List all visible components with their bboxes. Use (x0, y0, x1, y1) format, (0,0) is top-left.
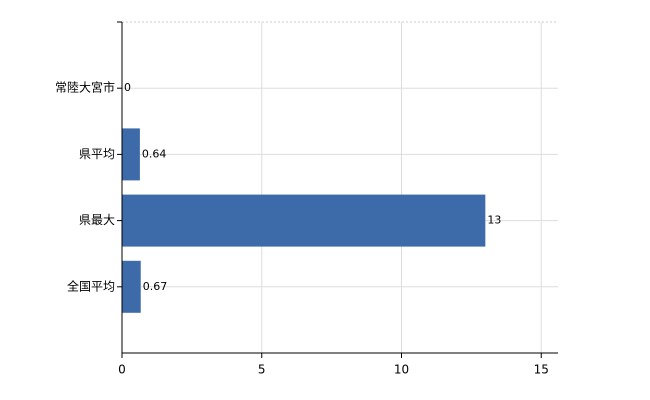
x-tick-label: 15 (534, 363, 549, 377)
bar (122, 260, 141, 313)
y-tick-label: 県最大 (79, 213, 115, 227)
bar (122, 194, 486, 247)
x-tick-label: 5 (258, 363, 266, 377)
bar (122, 128, 140, 181)
value-label: 0.64 (142, 147, 167, 160)
x-tick-label: 0 (118, 363, 126, 377)
x-tick-label: 10 (394, 363, 409, 377)
value-label: 0 (124, 81, 131, 94)
value-label: 13 (487, 214, 501, 227)
y-tick-label: 県平均 (79, 147, 115, 161)
y-tick-label: 常陸大宮市 (55, 80, 115, 95)
value-label: 0.67 (143, 280, 168, 293)
y-tick-label: 全国平均 (67, 278, 115, 293)
